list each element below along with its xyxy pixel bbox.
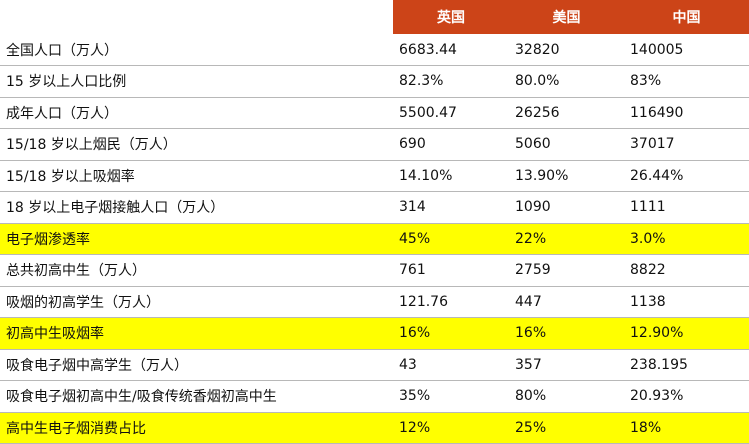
cell-uk: 6683.44	[393, 34, 509, 66]
cell-us: 5060	[509, 128, 624, 161]
table-header: 英国 美国 中国	[0, 0, 749, 34]
row-label: 高中生电子烟消费占比	[0, 412, 393, 444]
table-row: 15/18 岁以上烟民（万人） 690 5060 37017	[0, 128, 749, 161]
table-row: 吸烟的初高学生（万人） 121.76 447 1138	[0, 286, 749, 318]
cell-uk: 16%	[393, 317, 509, 350]
cell-us: 32820	[509, 34, 624, 66]
cell-uk: 82.3%	[393, 65, 509, 98]
header-uk: 英国	[393, 0, 509, 34]
row-label: 初高中生吸烟率	[0, 317, 393, 350]
cell-uk: 45%	[393, 223, 509, 255]
cell-cn: 116490	[624, 97, 749, 129]
table-row: 全国人口（万人） 6683.44 32820 140005	[0, 34, 749, 66]
cell-us: 25%	[509, 412, 624, 444]
row-label: 全国人口（万人）	[0, 34, 393, 66]
table-row: 吸食电子烟中高学生（万人） 43 357 238.195	[0, 349, 749, 381]
cell-uk: 5500.47	[393, 97, 509, 129]
cell-cn: 12.90%	[624, 317, 749, 350]
row-label: 吸食电子烟初高中生/吸食传统香烟初高中生	[0, 380, 393, 413]
cell-cn: 3.0%	[624, 223, 749, 255]
cell-uk: 43	[393, 349, 509, 381]
cell-cn: 20.93%	[624, 380, 749, 413]
cell-us: 447	[509, 286, 624, 318]
table-row: 吸食电子烟初高中生/吸食传统香烟初高中生 35% 80% 20.93%	[0, 380, 749, 413]
cell-uk: 314	[393, 191, 509, 224]
row-label: 成年人口（万人）	[0, 97, 393, 129]
header-row: 英国 美国 中国	[0, 0, 749, 34]
cell-cn: 140005	[624, 34, 749, 66]
cell-us: 26256	[509, 97, 624, 129]
cell-us: 16%	[509, 317, 624, 350]
table-row-highlighted: 初高中生吸烟率 16% 16% 12.90%	[0, 317, 749, 350]
row-label: 电子烟渗透率	[0, 223, 393, 255]
table-row: 18 岁以上电子烟接触人口（万人） 314 1090 1111	[0, 191, 749, 224]
table-row: 总共初高中生（万人） 761 2759 8822	[0, 254, 749, 287]
cell-cn: 37017	[624, 128, 749, 161]
row-label: 总共初高中生（万人）	[0, 254, 393, 287]
row-label: 15/18 岁以上吸烟率	[0, 160, 393, 192]
table-row-highlighted: 电子烟渗透率 45% 22% 3.0%	[0, 223, 749, 255]
table-row: 15 岁以上人口比例 82.3% 80.0% 83%	[0, 65, 749, 98]
cell-cn: 26.44%	[624, 160, 749, 192]
cell-cn: 18%	[624, 412, 749, 444]
cell-uk: 14.10%	[393, 160, 509, 192]
cell-us: 22%	[509, 223, 624, 255]
table-row-highlighted: 高中生电子烟消费占比 12% 25% 18%	[0, 412, 749, 444]
row-label: 吸食电子烟中高学生（万人）	[0, 349, 393, 381]
cell-us: 80%	[509, 380, 624, 413]
header-blank-cell	[0, 0, 393, 34]
table-body: 全国人口（万人） 6683.44 32820 140005 15 岁以上人口比例…	[0, 34, 749, 444]
row-label: 15 岁以上人口比例	[0, 65, 393, 98]
cell-us: 357	[509, 349, 624, 381]
cell-uk: 121.76	[393, 286, 509, 318]
header-us: 美国	[509, 0, 624, 34]
header-cn: 中国	[624, 0, 749, 34]
table-row: 成年人口（万人） 5500.47 26256 116490	[0, 97, 749, 129]
cell-cn: 1138	[624, 286, 749, 318]
cell-us: 1090	[509, 191, 624, 224]
cell-cn: 1111	[624, 191, 749, 224]
cell-uk: 690	[393, 128, 509, 161]
cell-uk: 761	[393, 254, 509, 287]
table-row: 15/18 岁以上吸烟率 14.10% 13.90% 26.44%	[0, 160, 749, 192]
cell-uk: 12%	[393, 412, 509, 444]
row-label: 吸烟的初高学生（万人）	[0, 286, 393, 318]
cell-us: 2759	[509, 254, 624, 287]
cell-cn: 238.195	[624, 349, 749, 381]
cell-uk: 35%	[393, 380, 509, 413]
cell-us: 13.90%	[509, 160, 624, 192]
row-label: 15/18 岁以上烟民（万人）	[0, 128, 393, 161]
row-label: 18 岁以上电子烟接触人口（万人）	[0, 191, 393, 224]
cell-cn: 8822	[624, 254, 749, 287]
cell-us: 80.0%	[509, 65, 624, 98]
cell-cn: 83%	[624, 65, 749, 98]
